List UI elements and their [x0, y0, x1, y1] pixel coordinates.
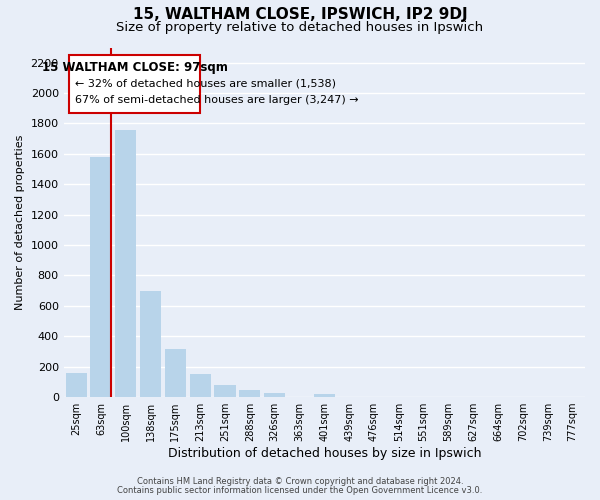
X-axis label: Distribution of detached houses by size in Ipswich: Distribution of detached houses by size … — [167, 447, 481, 460]
Bar — [239, 390, 260, 397]
Bar — [190, 374, 211, 397]
Bar — [115, 130, 136, 397]
Bar — [314, 394, 335, 397]
Text: 15 WALTHAM CLOSE: 97sqm: 15 WALTHAM CLOSE: 97sqm — [41, 61, 227, 74]
Bar — [214, 385, 236, 397]
Text: Size of property relative to detached houses in Ipswich: Size of property relative to detached ho… — [116, 21, 484, 34]
Bar — [65, 373, 86, 397]
Text: 15, WALTHAM CLOSE, IPSWICH, IP2 9DJ: 15, WALTHAM CLOSE, IPSWICH, IP2 9DJ — [133, 8, 467, 22]
Text: ← 32% of detached houses are smaller (1,538): ← 32% of detached houses are smaller (1,… — [75, 78, 336, 88]
Bar — [264, 392, 285, 397]
Bar — [140, 290, 161, 397]
Bar — [165, 349, 186, 397]
Text: Contains HM Land Registry data © Crown copyright and database right 2024.: Contains HM Land Registry data © Crown c… — [137, 477, 463, 486]
Text: 67% of semi-detached houses are larger (3,247) →: 67% of semi-detached houses are larger (… — [75, 95, 359, 105]
Y-axis label: Number of detached properties: Number of detached properties — [15, 134, 25, 310]
Bar — [91, 157, 112, 397]
Text: Contains public sector information licensed under the Open Government Licence v3: Contains public sector information licen… — [118, 486, 482, 495]
